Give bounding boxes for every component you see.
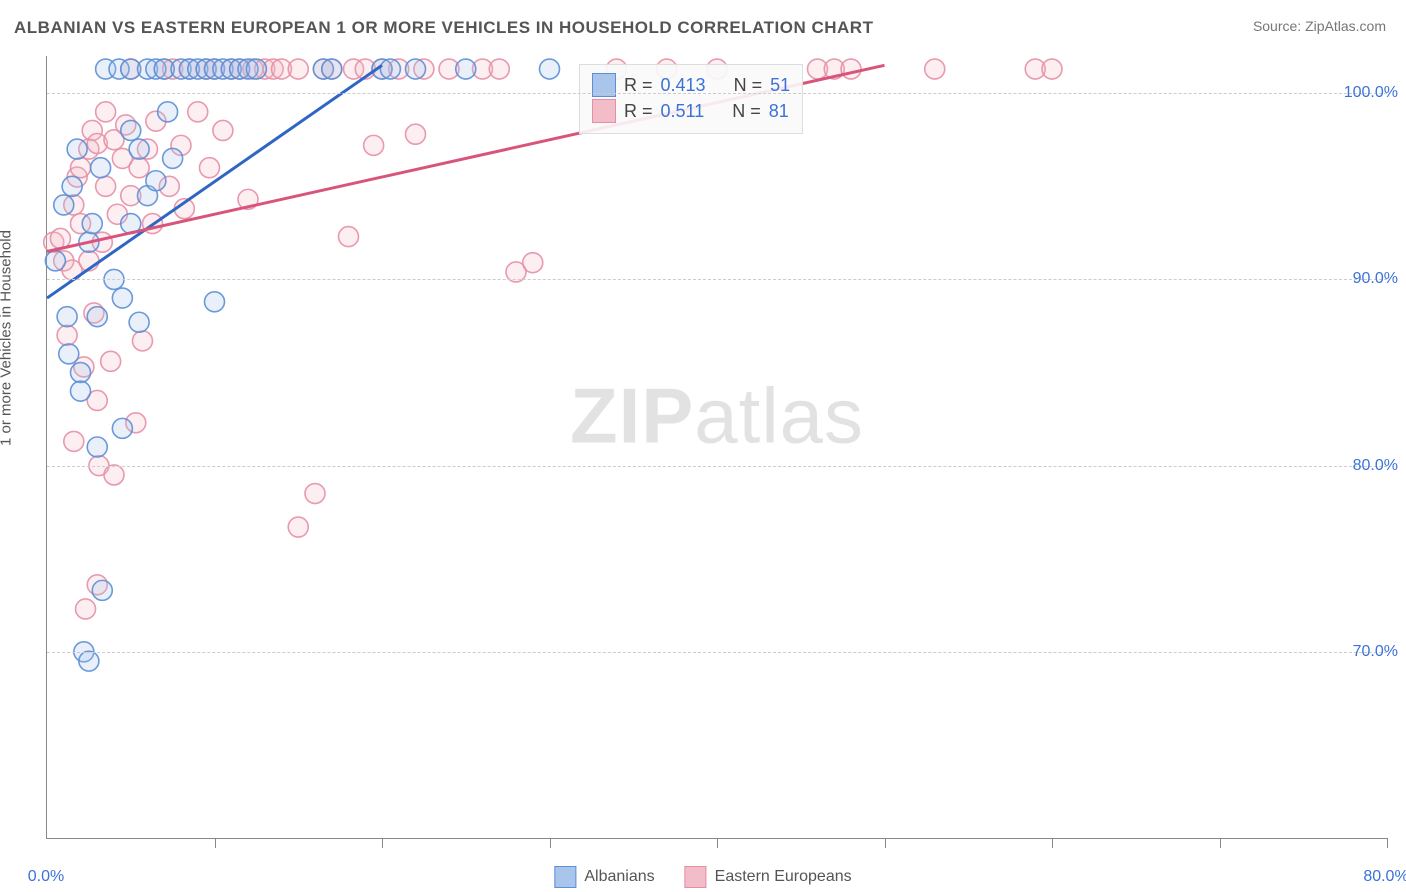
data-point — [92, 580, 112, 600]
gridline — [47, 279, 1387, 280]
data-point — [71, 381, 91, 401]
legend-swatch — [554, 866, 576, 888]
data-point — [146, 171, 166, 191]
data-point — [406, 59, 426, 79]
x-tick-label: 0.0% — [28, 868, 64, 886]
data-point — [82, 214, 102, 234]
data-point — [158, 102, 178, 122]
data-point — [129, 312, 149, 332]
y-tick-label: 70.0% — [1353, 643, 1398, 661]
data-point — [71, 363, 91, 383]
x-tick — [1387, 838, 1388, 848]
data-point — [188, 102, 208, 122]
data-point — [104, 465, 124, 485]
y-tick-label: 90.0% — [1353, 270, 1398, 288]
stats-r-label: R = — [624, 101, 653, 122]
data-point — [523, 253, 543, 273]
stats-n-label: N = — [732, 101, 761, 122]
x-tick — [885, 838, 886, 848]
legend-swatch — [685, 866, 707, 888]
data-point — [1042, 59, 1062, 79]
data-point — [45, 251, 65, 271]
plot-area: ZIPatlas R = 0.413N = 51R = 0.511N = 81 — [46, 56, 1387, 839]
legend-item: Eastern Europeans — [685, 866, 852, 888]
stats-box: R = 0.413N = 51R = 0.511N = 81 — [579, 64, 803, 134]
x-tick — [550, 838, 551, 848]
data-point — [540, 59, 560, 79]
data-point — [163, 148, 183, 168]
data-point — [101, 351, 121, 371]
chart-title: ALBANIAN VS EASTERN EUROPEAN 1 OR MORE V… — [14, 18, 873, 38]
x-tick — [1220, 838, 1221, 848]
legend-item: Albanians — [554, 866, 654, 888]
data-point — [112, 418, 132, 438]
data-point — [364, 135, 384, 155]
data-point — [199, 158, 219, 178]
data-point — [841, 59, 861, 79]
x-tick — [215, 838, 216, 848]
chart-svg — [47, 56, 1387, 838]
data-point — [406, 124, 426, 144]
data-point — [112, 288, 132, 308]
data-point — [132, 331, 152, 351]
data-point — [79, 651, 99, 671]
gridline — [47, 93, 1387, 94]
x-tick — [1052, 838, 1053, 848]
data-point — [62, 176, 82, 196]
data-point — [213, 120, 233, 140]
data-point — [57, 307, 77, 327]
data-point — [205, 292, 225, 312]
stats-n-value: 81 — [769, 101, 789, 122]
data-point — [76, 599, 96, 619]
data-point — [322, 59, 342, 79]
gridline — [47, 652, 1387, 653]
data-point — [246, 59, 266, 79]
data-point — [54, 195, 74, 215]
data-point — [129, 139, 149, 159]
data-point — [925, 59, 945, 79]
stats-row: R = 0.511 N = 81 — [592, 99, 790, 123]
source-label: Source: ZipAtlas.com — [1253, 18, 1386, 34]
data-point — [305, 484, 325, 504]
stats-r-value: 0.511 — [661, 101, 705, 122]
data-point — [129, 158, 149, 178]
y-tick-label: 80.0% — [1353, 457, 1398, 475]
y-tick-label: 100.0% — [1344, 84, 1398, 102]
data-point — [91, 158, 111, 178]
data-point — [96, 102, 116, 122]
data-point — [87, 437, 107, 457]
x-tick — [717, 838, 718, 848]
data-point — [489, 59, 509, 79]
legend-label: Albanians — [584, 868, 654, 886]
data-point — [96, 176, 116, 196]
data-point — [380, 59, 400, 79]
data-point — [339, 227, 359, 247]
data-point — [64, 431, 84, 451]
data-point — [59, 344, 79, 364]
data-point — [57, 325, 77, 345]
y-axis-label: 1 or more Vehicles in Household — [0, 230, 15, 446]
x-tick — [382, 838, 383, 848]
x-tick-label: 80.0% — [1363, 868, 1406, 886]
data-point — [288, 517, 308, 537]
data-point — [121, 120, 141, 140]
legend-bottom: Albanians Eastern Europeans — [554, 866, 851, 888]
gridline — [47, 466, 1387, 467]
data-point — [71, 158, 91, 178]
stats-swatch — [592, 99, 616, 123]
legend-label: Eastern Europeans — [715, 868, 852, 886]
data-point — [456, 59, 476, 79]
data-point — [67, 139, 87, 159]
data-point — [87, 307, 107, 327]
data-point — [288, 59, 308, 79]
